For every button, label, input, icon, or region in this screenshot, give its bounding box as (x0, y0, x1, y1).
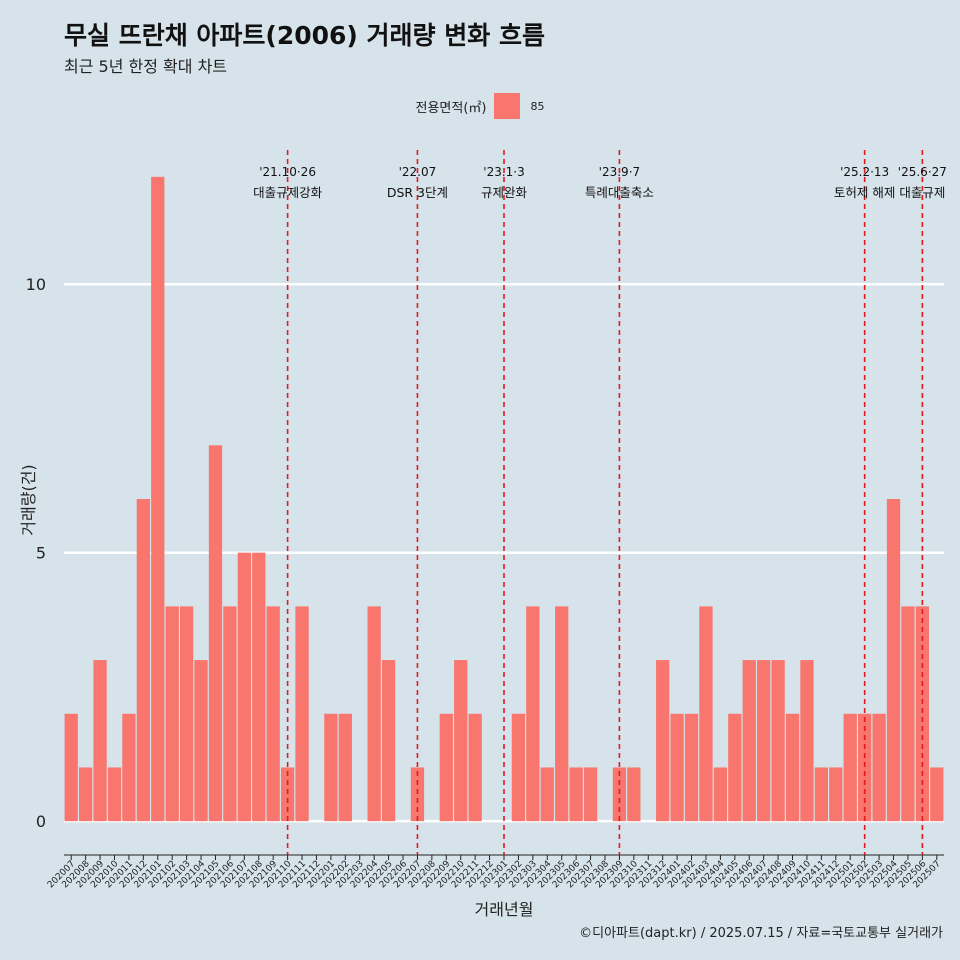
event-date-label: '23.1·3 (483, 165, 524, 179)
bar (439, 713, 453, 822)
bar (627, 767, 641, 822)
bar (223, 606, 237, 822)
bar (64, 713, 78, 822)
event-name-label: 대출규제강화 (253, 185, 323, 200)
event-date-label: '22.07 (399, 165, 437, 179)
bar (612, 767, 627, 822)
bar (829, 767, 843, 822)
x-axis-title: 거래년월 (475, 900, 534, 919)
legend: 전용면적(㎡) 85 (0, 93, 960, 119)
bar (901, 606, 915, 822)
bar (179, 606, 194, 822)
bar (165, 606, 179, 822)
bar (814, 767, 829, 822)
bar (381, 660, 396, 822)
bar (670, 713, 684, 822)
legend-title: 전용면적(㎡) (415, 100, 487, 116)
event-name-label: DSR 3단계 (387, 185, 448, 200)
event-name-label: 토허제 해제 (834, 185, 895, 200)
bar (79, 767, 93, 822)
bar (468, 713, 482, 822)
bar (280, 767, 295, 822)
event-date-label: '21.10·26 (259, 165, 316, 179)
bar (656, 660, 670, 822)
bar (136, 499, 150, 822)
bar (785, 713, 800, 822)
legend-swatch (494, 93, 521, 119)
bar (930, 767, 944, 822)
event-name-label: 규제완화 (481, 185, 528, 200)
y-tick-label: 5 (36, 544, 46, 563)
source-caption: ©디아파트(dapt.kr) / 2025.07.15 / 자료=국토교통부 실… (579, 926, 943, 941)
bar (757, 660, 771, 822)
bar (800, 660, 814, 822)
legend-label: 85 (530, 99, 545, 113)
bar (454, 660, 468, 822)
y-tick-label: 10 (26, 275, 46, 294)
bar (107, 767, 122, 822)
chart-subtitle: 최근 5년 한정 확대 차트 (64, 57, 228, 76)
bar (771, 660, 785, 822)
bar (252, 552, 266, 822)
bar (728, 713, 742, 822)
event-name-label: 대출규제 (899, 185, 945, 200)
event-date-label: '25.6·27 (898, 165, 947, 179)
bar (843, 713, 857, 822)
y-axis-title: 거래량(건) (19, 464, 38, 535)
bar (93, 660, 107, 822)
bar (555, 606, 569, 822)
bar (699, 606, 713, 822)
event-name-label: 특례대출축소 (585, 185, 654, 200)
bar (540, 767, 554, 822)
bar (713, 767, 728, 822)
bar (858, 713, 872, 822)
bar (583, 767, 598, 822)
bar (872, 713, 886, 822)
bar (569, 767, 583, 822)
bar (410, 767, 425, 822)
bar (151, 176, 165, 822)
bar (684, 713, 699, 822)
bar (237, 552, 251, 822)
bar (915, 606, 929, 822)
bar (367, 606, 381, 822)
bar (526, 606, 540, 822)
bar (338, 713, 352, 822)
bar (511, 713, 526, 822)
bar (122, 713, 136, 822)
y-tick-label: 0 (36, 812, 46, 831)
chart-title: 무실 뜨란채 아파트(2006) 거래량 변화 흐름 (64, 21, 545, 50)
bar (742, 660, 756, 822)
event-date-label: '25.2·13 (840, 165, 889, 179)
bar (208, 445, 223, 822)
bar (886, 499, 901, 822)
bar (194, 660, 208, 822)
bar (324, 713, 338, 822)
bar (295, 606, 309, 822)
bar (266, 606, 280, 822)
event-date-label: '23.9·7 (599, 165, 640, 179)
